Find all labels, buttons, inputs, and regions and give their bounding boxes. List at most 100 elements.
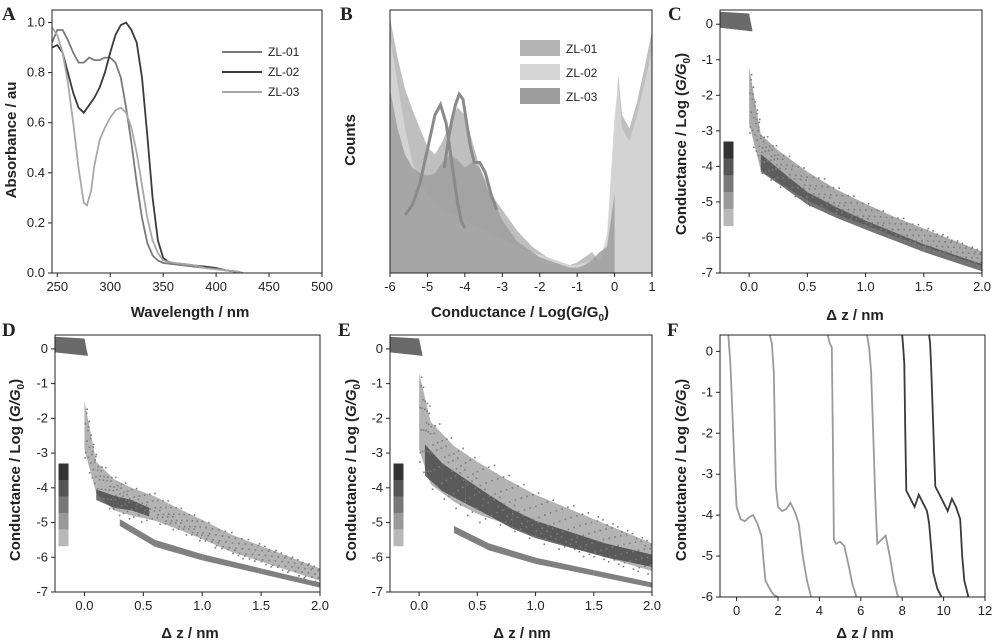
density-dot	[443, 464, 445, 466]
density-dot	[773, 159, 775, 161]
density-dot	[197, 520, 199, 522]
x-axis-label-B-end: )	[604, 304, 609, 321]
density-dot	[612, 546, 614, 548]
density-dot	[821, 205, 823, 207]
y-tick-label: -7	[36, 584, 48, 599]
density-dot	[189, 514, 191, 516]
density-dot	[93, 469, 95, 471]
density-dot	[255, 559, 257, 561]
density-dot	[500, 524, 502, 526]
density-dot	[500, 491, 502, 493]
density-dot	[422, 451, 424, 453]
density-dot	[897, 217, 899, 219]
colorbar-segment	[59, 529, 69, 546]
density-dot	[94, 483, 96, 485]
density-dot	[649, 548, 651, 550]
conductance-trace	[867, 335, 898, 597]
density-dot	[584, 549, 586, 551]
density-dot	[298, 575, 300, 577]
density-dot	[824, 194, 826, 196]
density-dot	[912, 234, 914, 236]
density-dot	[830, 212, 832, 214]
density-dot	[165, 507, 167, 509]
density-dot	[597, 540, 599, 542]
density-dot	[464, 501, 466, 503]
colorbar-segment	[723, 209, 733, 226]
y-tick-label: 0	[706, 16, 713, 31]
density-dot	[561, 536, 563, 538]
density-dot	[506, 489, 508, 491]
colorbar-segment	[393, 529, 403, 546]
density-dot	[117, 507, 119, 509]
density-dot	[144, 509, 146, 511]
density-dot	[426, 410, 428, 412]
density-dot	[425, 471, 427, 473]
density-dot	[547, 525, 549, 527]
density-dot	[629, 560, 631, 562]
density-dot	[219, 540, 221, 542]
y-tick-label: -1	[701, 384, 713, 399]
density-dot	[288, 562, 290, 564]
density-dot	[752, 93, 754, 95]
density-dot	[505, 521, 507, 523]
density-dot	[215, 547, 217, 549]
x-tick-label: 8	[899, 603, 906, 618]
density-dot	[173, 529, 175, 531]
density-dot	[924, 245, 926, 247]
density-dot	[109, 508, 111, 510]
density-dot	[611, 527, 613, 529]
density-dot	[111, 477, 113, 479]
density-dot	[482, 505, 484, 507]
density-dot	[295, 571, 297, 573]
density-dot	[434, 425, 436, 427]
density-dot	[445, 446, 447, 448]
density-dot	[483, 498, 485, 500]
x-axis-label-B: Conductance / Log(G/G0)	[431, 304, 609, 324]
density-dot	[859, 209, 861, 211]
density-band	[454, 526, 489, 550]
density-dot	[526, 526, 528, 528]
density-dot	[87, 430, 89, 432]
density-dot	[568, 529, 570, 531]
panel-C: C 0.00.51.01.52.00-1-2-3-4-5-6-7 Δ z / n…	[668, 4, 991, 324]
density-dot	[212, 539, 214, 541]
density-dot	[149, 511, 151, 513]
density-dot	[777, 177, 779, 179]
density-dot	[580, 546, 582, 548]
density-dot	[86, 408, 88, 410]
density-dot	[428, 424, 430, 426]
density-dot	[753, 86, 755, 88]
density-dot	[202, 532, 204, 534]
density-dot	[523, 515, 525, 517]
density-dot	[254, 560, 256, 562]
density-dot	[632, 551, 634, 553]
density-dot	[136, 488, 138, 490]
y-tick-label: -3	[701, 123, 713, 138]
density-dot	[125, 499, 127, 501]
density-dot	[974, 262, 976, 264]
density-dot	[181, 507, 183, 509]
density-dot	[891, 231, 893, 233]
density-dot	[472, 511, 474, 513]
density-dot	[179, 526, 181, 528]
density-dot	[239, 553, 241, 555]
density-dot	[165, 523, 167, 525]
density-dot	[178, 514, 180, 516]
density-dot	[115, 477, 117, 479]
density-dot	[482, 468, 484, 470]
density-dot	[915, 240, 917, 242]
colorbar-segment	[393, 464, 403, 481]
density-dot	[448, 495, 450, 497]
density-dot	[804, 184, 806, 186]
x-axis-label-F: Δ z / nm	[836, 625, 893, 642]
density-dot	[903, 217, 905, 219]
density-dot	[765, 171, 767, 173]
density-band	[536, 558, 594, 576]
density-dot	[879, 231, 881, 233]
density-dot	[259, 543, 261, 545]
density-band	[84, 401, 96, 493]
panel-label-B: B	[340, 4, 353, 25]
density-dot	[123, 492, 125, 494]
density-dot	[792, 165, 794, 167]
density-dot	[424, 401, 426, 403]
